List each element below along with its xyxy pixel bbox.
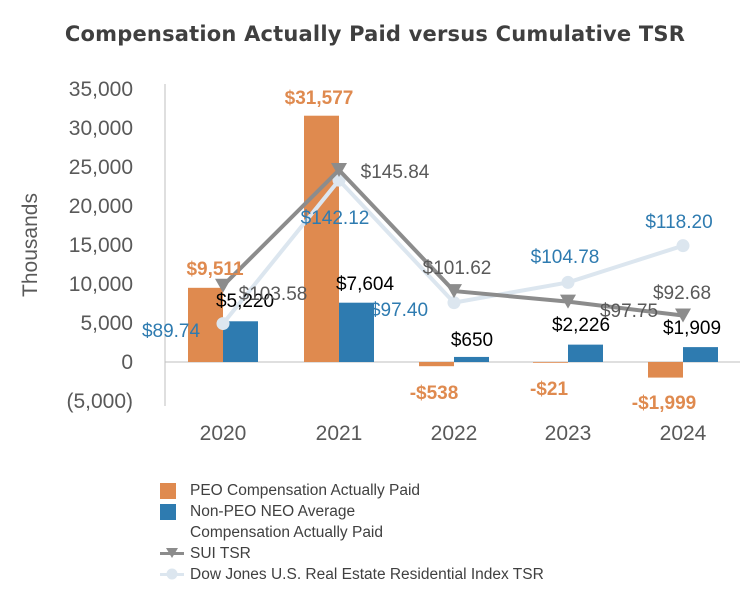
bar-neo [568, 344, 603, 362]
bar-peo [533, 362, 568, 363]
sui-tsr-point [215, 278, 231, 293]
legend-circle-icon [166, 568, 178, 580]
y-tick-label: 20,000 [69, 195, 133, 218]
legend-item-peo: PEO Compensation Actually Paid [160, 480, 544, 501]
x-tick-label: 2024 [660, 422, 707, 445]
dj-tsr-point [216, 317, 230, 331]
legend-label-neo: Non-PEO NEO Average [190, 503, 356, 520]
dj-tsr-point [332, 173, 346, 187]
x-tick-label: 2020 [200, 422, 247, 445]
legend-item-sui: SUI TSR [160, 543, 544, 564]
chart-area: 35,000 30,000 25,000 20,000 15,000 10,000 5,00… [19, 78, 740, 445]
legend-label-neo-cont: Compensation Actually Paid [190, 524, 384, 541]
x-tick-label: 2021 [316, 422, 363, 445]
x-tick-label: 2022 [431, 422, 478, 445]
y-tick-label: 15,000 [69, 234, 133, 257]
label-neo: $5,220 [216, 291, 274, 312]
bar-peo [648, 362, 683, 378]
bar-neo [454, 356, 489, 362]
dj-tsr-point [561, 275, 575, 289]
legend-item-dj: Dow Jones U.S. Real Estate Residential I… [160, 564, 544, 585]
label-sui-tsr: $101.62 [423, 258, 492, 279]
dj-tsr-point [447, 296, 461, 310]
bar-neo [223, 321, 258, 362]
y-tick-label: 10,000 [69, 273, 133, 296]
bar-peo [304, 115, 339, 362]
chart-title: Compensation Actually Paid versus Cumula… [64, 22, 686, 46]
label-dj-tsr: $118.20 [645, 212, 712, 233]
label-sui-tsr: $97.75 [600, 301, 658, 322]
chart-legend: PEO Compensation Actually Paid Non-PEO N… [160, 480, 544, 585]
legend-item-neo-cont: Compensation Actually Paid [160, 522, 544, 543]
label-neo: $7,604 [336, 274, 395, 295]
label-neo: $1,909 [663, 318, 721, 339]
legend-label-sui: SUI TSR [190, 545, 251, 562]
y-axis-label: Thousands [19, 193, 42, 297]
x-tick-label: 2023 [545, 422, 592, 445]
dj-tsr-point [676, 239, 690, 253]
y-tick-label: 30,000 [69, 117, 133, 140]
label-peo: -$21 [530, 379, 568, 400]
legend-label-peo: PEO Compensation Actually Paid [190, 482, 421, 499]
label-peo: -$538 [410, 383, 459, 404]
bar-neo [683, 347, 718, 362]
y-tick-label: 5,000 [80, 312, 133, 335]
label-neo: $2,226 [552, 315, 610, 336]
legend-label-dj: Dow Jones U.S. Real Estate Residential I… [190, 566, 544, 583]
label-dj-tsr: $97.40 [370, 300, 428, 321]
sui-tsr-point [446, 284, 462, 299]
label-sui-tsr: $92.68 [653, 283, 711, 304]
legend-swatch-neo [160, 504, 176, 520]
label-neo: $650 [451, 330, 493, 351]
bar-neo [339, 302, 374, 362]
label-peo: -$1,999 [632, 393, 696, 414]
y-tick-label: 25,000 [69, 156, 133, 179]
label-dj-tsr: $104.78 [531, 247, 600, 268]
label-peo: $9,511 [186, 259, 243, 280]
label-peo: $31,577 [285, 88, 354, 109]
label-dj-tsr: $89.74 [142, 321, 201, 342]
y-tick-label: (5,000) [66, 390, 133, 413]
label-dj-tsr: $142.12 [301, 208, 370, 229]
legend-item-neo: Non-PEO NEO Average [160, 501, 544, 522]
legend-triangle-icon [166, 548, 178, 558]
sui-tsr-point [560, 294, 576, 309]
legend-swatch-peo [160, 483, 176, 499]
sui-tsr-point [675, 308, 691, 323]
y-tick-label: 0 [121, 351, 133, 374]
label-sui-tsr: $103.58 [239, 284, 308, 305]
sui-tsr-point [331, 163, 347, 177]
bar-peo [419, 362, 454, 367]
y-tick-label: 35,000 [69, 78, 133, 101]
label-sui-tsr: $145.84 [361, 162, 430, 183]
